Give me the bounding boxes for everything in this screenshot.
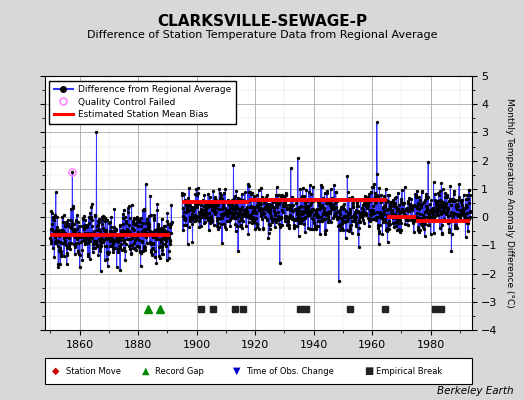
Text: Berkeley Earth: Berkeley Earth xyxy=(437,386,514,396)
Legend: Difference from Regional Average, Quality Control Failed, Estimated Station Mean: Difference from Regional Average, Qualit… xyxy=(49,80,236,124)
Y-axis label: Monthly Temperature Anomaly Difference (°C): Monthly Temperature Anomaly Difference (… xyxy=(506,98,515,308)
Text: Difference of Station Temperature Data from Regional Average: Difference of Station Temperature Data f… xyxy=(87,30,437,40)
Text: Time of Obs. Change: Time of Obs. Change xyxy=(246,366,334,376)
Text: Empirical Break: Empirical Break xyxy=(376,366,442,376)
Text: ▼: ▼ xyxy=(233,366,241,376)
Text: CLARKSVILLE-SEWAGE-P: CLARKSVILLE-SEWAGE-P xyxy=(157,14,367,29)
Text: Station Move: Station Move xyxy=(66,366,121,376)
Text: ▲: ▲ xyxy=(141,366,149,376)
Text: ■: ■ xyxy=(364,366,374,376)
Text: Record Gap: Record Gap xyxy=(155,366,203,376)
Text: ◆: ◆ xyxy=(52,366,60,376)
